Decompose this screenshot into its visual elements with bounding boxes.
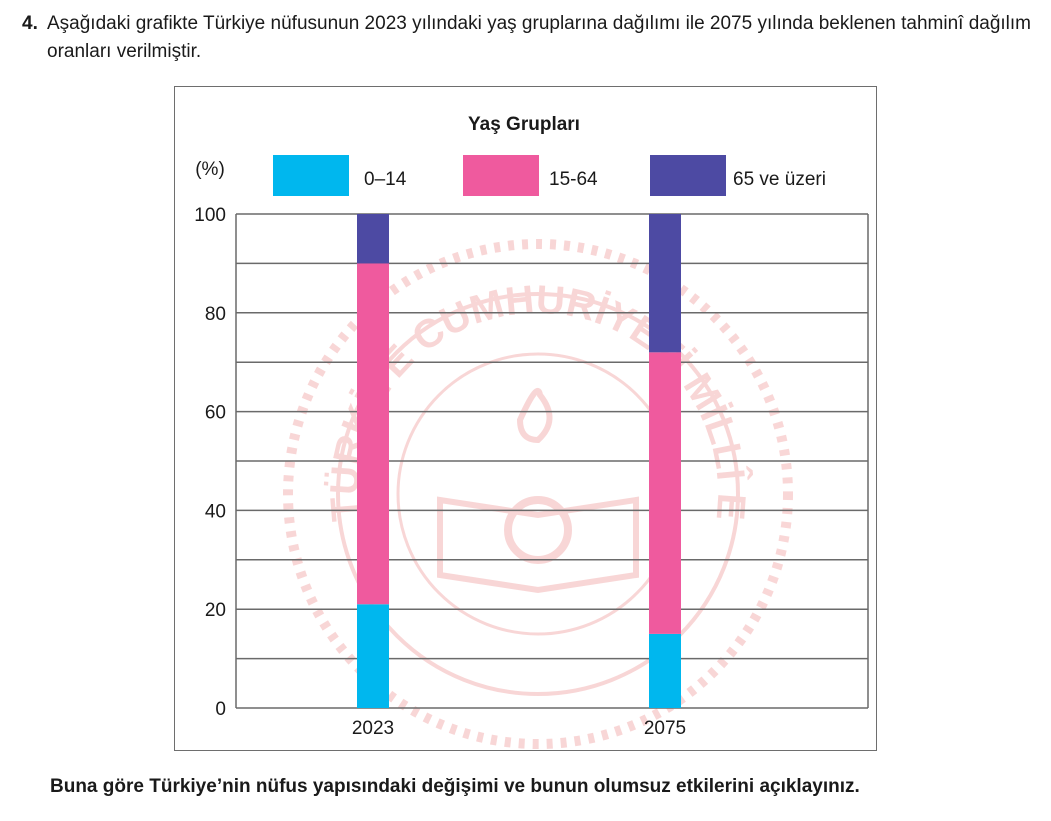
y-tick-label: 100 [194, 205, 226, 226]
bar-segment [649, 633, 681, 708]
bar-segment [649, 214, 681, 353]
x-tick-label: 2023 [352, 718, 394, 739]
y-tick-label: 0 [215, 699, 226, 720]
y-axis-label: (%) [195, 159, 225, 180]
question-text: Aşağıdaki grafikte Türkiye nüfusunun 202… [47, 13, 1032, 62]
bar-segment [357, 214, 389, 264]
chart-frame [174, 86, 877, 751]
question: 4. Aşağıdaki grafikte Türkiye nüfusunun … [22, 10, 1032, 66]
bar-segment [357, 263, 389, 605]
bar-segment [357, 604, 389, 708]
y-tick-label: 40 [205, 501, 226, 522]
bar-segment [649, 352, 681, 634]
legend-swatch [273, 155, 349, 196]
y-tick-label: 80 [205, 304, 226, 325]
legend-swatch [650, 155, 726, 196]
y-tick-label: 20 [205, 600, 226, 621]
legend-label: 0–14 [364, 169, 407, 190]
x-tick-label: 2075 [644, 718, 686, 739]
question-number: 4. [22, 13, 38, 34]
question-prompt: Buna göre Türkiye’nin nüfus yapısındaki … [50, 776, 860, 797]
legend-label: 65 ve üzeri [733, 169, 826, 190]
chart-title: Yaş Grupları [468, 114, 580, 135]
legend-label: 15-64 [549, 169, 598, 190]
legend-swatch [463, 155, 539, 196]
y-tick-label: 60 [205, 403, 226, 424]
